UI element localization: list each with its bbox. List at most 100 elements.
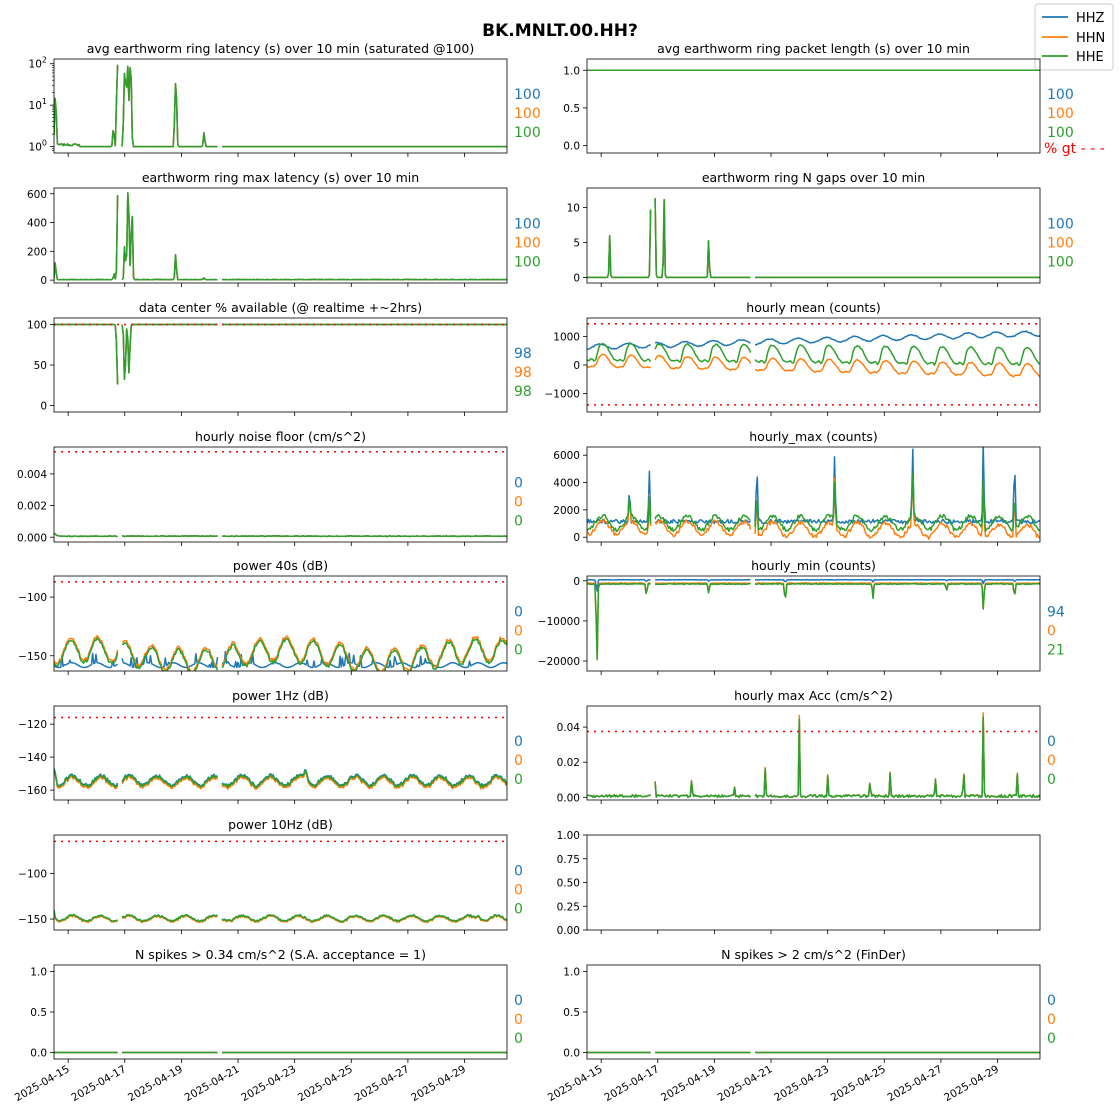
panel-lat_max: earthworm ring max latency (s) over 10 m… [27,170,541,287]
y-tick-label: 0.00 [557,925,580,937]
panel-spk034: N spikes > 0.34 cm/s^2 (S.A. acceptance … [13,947,523,1104]
x-tick-label: 2025-04-19 [126,1063,185,1104]
panel-pkt_len: avg earthworm ring packet length (s) ove… [563,41,1105,157]
axes-frame [53,187,508,284]
axes-frame [586,317,1041,413]
panel-title: power 10Hz (dB) [228,817,333,832]
series-line-hhz [54,323,507,385]
panel-p1hz: power 1Hz (dB) −160 −140 −120 0 0 0 [18,688,523,804]
y-tick-label: −100 [18,592,47,604]
y-tick-label: 0 [573,360,580,372]
figure-title: BK.MNLT.00.HH? [482,21,638,41]
plot-area [587,198,1040,279]
y-tick-label: 0 [40,401,47,413]
y-tick-label: 5 [573,237,580,249]
axes-frame [586,58,1041,154]
y-tick-label: 0.0 [30,1048,47,1060]
y-tick-label: 0.04 [557,722,581,734]
y-tick-label: −100 [18,868,47,880]
y-tick-label: 400 [27,218,47,230]
panel-hmax: hourly_max (counts) 0 2000 4000 6000 [553,429,1041,546]
panel-noise: hourly noise floor (cm/s^2) 0.000 0.002 0.0… [17,429,523,546]
y-tick-label: 0.002 [17,501,47,513]
stat-hhn: 98 [514,365,532,381]
x-tick-label: 2025-04-29 [942,1063,1001,1104]
plot-area [54,451,507,538]
stat-hhn: 100 [514,236,541,252]
panel-title: hourly max Acc (cm/s^2) [734,688,893,703]
series-line-hhe [54,64,507,148]
y-tick-label: 1.0 [563,65,580,77]
legend-frame [1034,3,1114,71]
panel-title: hourly mean (counts) [746,300,880,315]
y-tick-label: 0 [573,532,580,544]
panel-avail: data center % available (@ realtime +~2h… [27,300,532,416]
series-line-hhz [54,192,507,281]
axes-frame [586,834,1041,931]
y-tick-label: 0.50 [557,878,580,890]
y-tick-label: −10000 [538,616,580,628]
y-tick-label: 1.00 [557,830,580,842]
series-line-hhn [54,192,507,281]
axes-frame [586,187,1041,284]
axes-frame [53,58,508,154]
axes-frame [53,705,508,801]
y-tick-label: 1000 [553,332,580,344]
stat-hhz: 94 [1047,605,1065,621]
stat-hhn: 0 [514,624,523,640]
y-tick-label: 100 [29,139,47,154]
y-tick-label: 0 [573,576,580,588]
x-tick-label: 2025-04-29 [409,1063,468,1104]
y-tick-label: −120 [18,719,47,731]
legend-label-hhe: HHE [1076,50,1104,65]
y-tick-label: 100 [27,319,47,331]
y-tick-label: 0.75 [557,854,580,866]
panel-p40: power 40s (dB) −150 −100 0 0 0 [18,558,523,675]
panel-spk2: N spikes > 2 cm/s^2 (FinDer) 0.0 0.5 1.0 0 0 0… [546,947,1056,1104]
stat-hhe: 0 [514,902,523,918]
x-tick-label: 2025-04-21 [716,1063,775,1104]
y-tick-label: −1000 [544,388,580,400]
stat-hhe: 98 [514,384,532,400]
series-line-hhe [54,532,507,538]
panels-container: avg earthworm ring latency (s) over 10 m… [13,41,1105,1104]
y-tick-label: 0.5 [563,103,580,115]
stat-hhn: 100 [1047,106,1074,122]
axes-frame [586,964,1041,1060]
y-tick-label: 10 [567,203,580,215]
panel-title: power 1Hz (dB) [232,688,329,703]
y-tick-label: 1.0 [30,966,47,978]
series-line-hhe [587,198,1040,279]
y-tick-label: 0.0 [563,1048,580,1060]
y-tick-label: 1.0 [563,966,580,978]
series-line-hhe [54,768,507,789]
series-line-hhe [587,716,1040,799]
x-tick-label: 2025-04-15 [13,1063,72,1104]
stat-hhe: 100 [514,125,541,141]
x-tick-label: 2025-04-25 [829,1063,888,1104]
y-tick-label: 200 [27,246,47,258]
x-tick-label: 2025-04-27 [353,1063,412,1104]
x-tick-label: 2025-04-19 [659,1063,718,1104]
axes-frame [586,575,1041,672]
panel-lat_avg: avg earthworm ring latency (s) over 10 m… [29,41,541,157]
y-tick-label: 0.0 [563,140,580,152]
stat-hhe: 0 [1047,772,1056,788]
plot-area [587,447,1040,540]
y-tick-label: 0.004 [17,469,47,481]
y-tick-label: 6000 [553,450,580,462]
y-tick-label: −150 [18,914,47,926]
panel-p10hz: power 10Hz (dB) −150 −100 0 0 0 [18,817,523,934]
stat-hhe: 100 [514,255,541,271]
panel-title: power 40s (dB) [233,558,328,573]
panel-title: hourly noise floor (cm/s^2) [195,429,366,444]
series-line-hhz [587,330,1040,350]
series-line-hhe [54,192,507,281]
stat-hhz: 100 [1047,217,1074,233]
x-tick-label: 2025-04-17 [69,1063,128,1104]
plot-area [54,716,507,790]
series-line-hhn [54,323,507,385]
stat-hhz: 0 [514,864,523,880]
x-tick-label: 2025-04-15 [546,1063,605,1104]
